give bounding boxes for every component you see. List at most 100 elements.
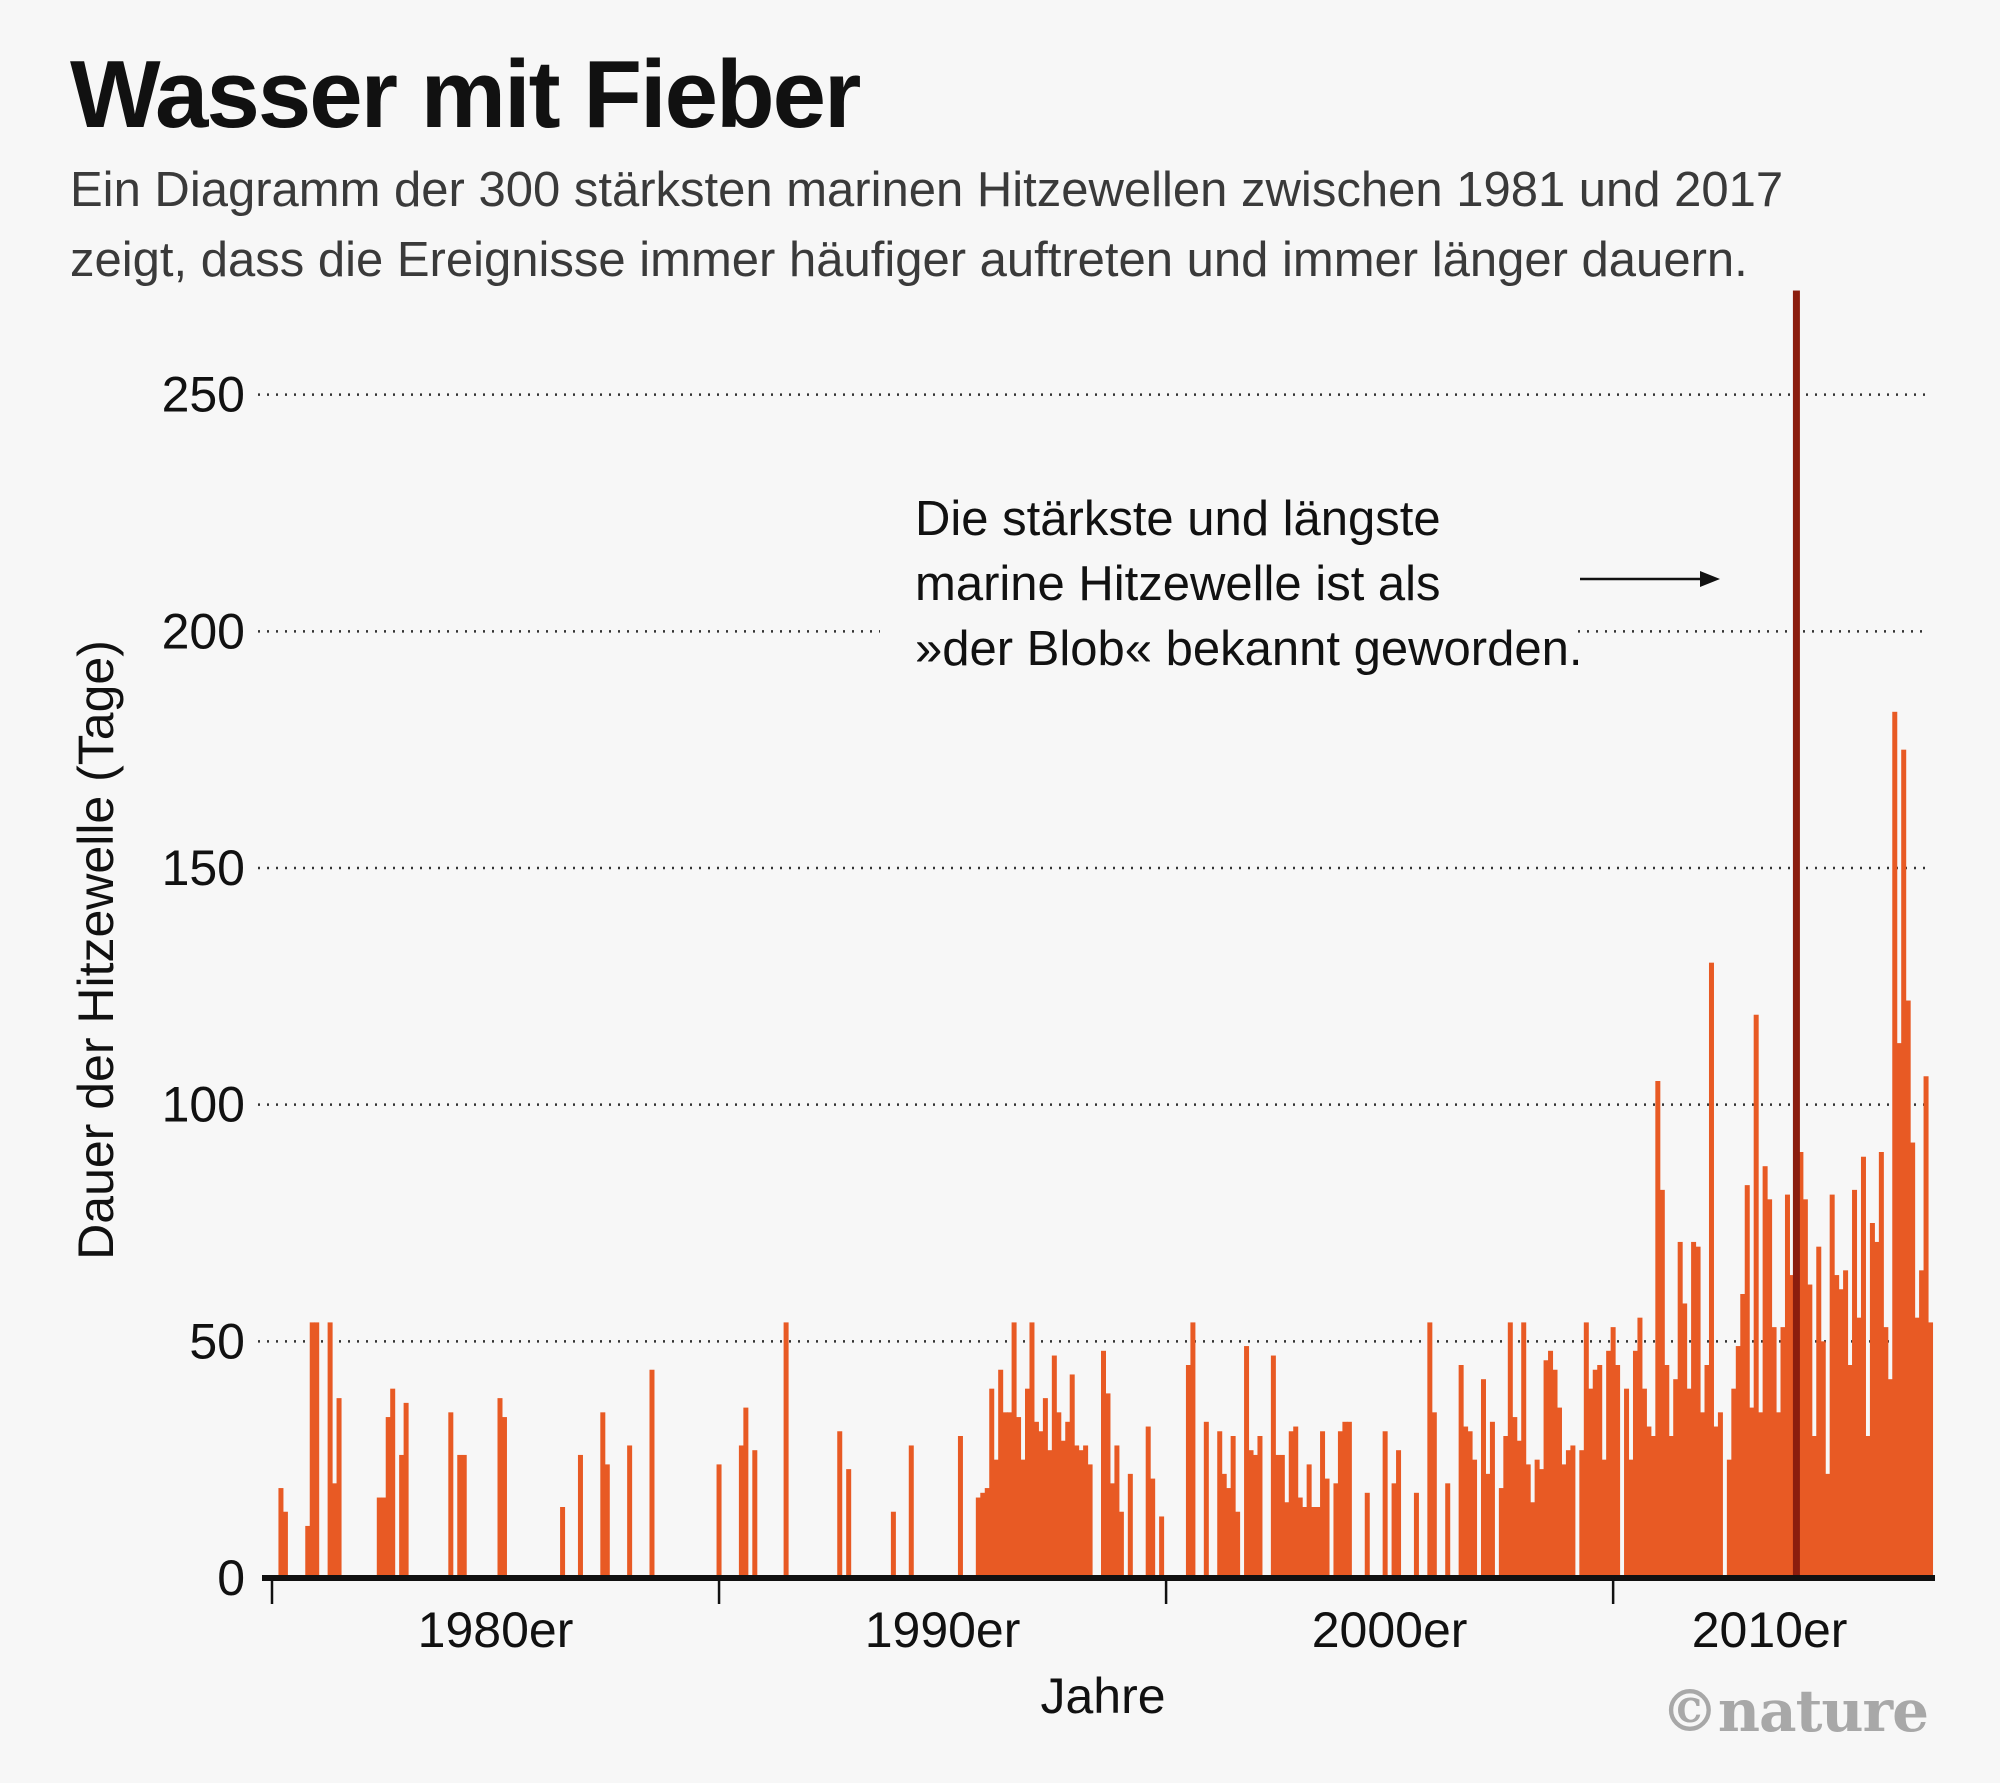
bar [1735,1346,1741,1578]
bar [457,1454,463,1578]
bar [1664,1365,1670,1578]
bar [716,1464,722,1578]
bar [385,1417,391,1578]
bar [604,1464,610,1578]
bar [1910,1142,1916,1578]
bar [1302,1507,1308,1578]
bar [908,1445,914,1578]
bar [1691,1241,1697,1578]
bar [1270,1355,1276,1578]
bar [989,1388,995,1578]
bar [1007,1412,1013,1578]
bar [1610,1327,1616,1578]
bar [1235,1511,1241,1578]
bar [1002,1412,1008,1578]
bar [1217,1431,1223,1578]
bar [403,1402,409,1578]
bar [1087,1464,1093,1578]
bar [1293,1426,1299,1578]
bar [1704,1365,1710,1578]
bar [1311,1507,1317,1578]
bar [1682,1303,1688,1578]
bar [1391,1483,1397,1578]
bar [1472,1459,1478,1578]
bar [1114,1445,1120,1578]
bar [1320,1431,1326,1578]
bar [1901,749,1907,1578]
bar [984,1488,990,1578]
bar [1025,1388,1031,1578]
bar [1530,1502,1536,1578]
bar [752,1450,758,1578]
bar [1570,1445,1576,1578]
bar [1051,1355,1057,1578]
axes: 0 50 100 150 200 250 1980er 1990er 2000er 2010er J… [68,367,1935,1724]
bar [1896,1043,1902,1578]
y-axis-title: Dauer der Hitzewelle (Tage) [68,640,124,1260]
y-tick-label: 150 [162,840,245,896]
bar [1780,1327,1786,1578]
bar [1856,1317,1862,1578]
bar [1159,1516,1165,1578]
bar [1297,1497,1303,1578]
bar [1717,1412,1723,1578]
bar [1789,1275,1795,1578]
bar [1686,1388,1692,1578]
bar [1288,1431,1294,1578]
bar [399,1454,405,1578]
bar [278,1488,284,1578]
bar [1507,1322,1513,1578]
bar [1556,1407,1562,1578]
bar [1284,1502,1290,1578]
bar [1820,1341,1826,1578]
bar [1029,1322,1035,1578]
bar [309,1322,315,1578]
annotation-text-line: »der Blob« bekannt geworden. [915,622,1582,676]
bar [783,1322,789,1578]
bar [1561,1464,1567,1578]
bar [1548,1350,1554,1578]
bar [1919,1270,1925,1578]
bar [1480,1379,1486,1578]
bar [837,1431,843,1578]
y-tick-label: 100 [162,1077,245,1133]
bar [998,1369,1004,1578]
bar [1324,1478,1330,1578]
x-tick-label: 1990er [865,1602,1021,1658]
bar [1762,1166,1768,1578]
bar [846,1469,852,1578]
x-tick-label: 2000er [1312,1602,1468,1658]
bar [1583,1322,1589,1578]
bar [1047,1450,1053,1578]
bar [1145,1426,1151,1578]
bar [1606,1350,1612,1578]
bar [1033,1421,1039,1578]
bar [1659,1189,1665,1578]
y-tick-label: 250 [162,367,245,423]
bar [1878,1152,1884,1578]
bar [1816,1246,1822,1578]
bar [1749,1407,1755,1578]
bar [1740,1294,1746,1578]
bar [577,1454,583,1578]
bar [1516,1440,1522,1578]
bar [1601,1459,1607,1578]
bar [1512,1417,1518,1578]
bar [1811,1436,1817,1578]
bar [1333,1483,1339,1578]
bar [1396,1450,1402,1578]
bar [1413,1492,1419,1578]
bar [1726,1459,1732,1578]
bar [1101,1350,1106,1578]
bar [1069,1374,1075,1578]
bar [1498,1488,1504,1578]
bar [1887,1379,1893,1578]
bar [1364,1492,1370,1578]
bar [1695,1246,1701,1578]
x-axis-title: Jahre [1040,1668,1165,1724]
bar [1011,1322,1017,1578]
bar [1646,1426,1652,1578]
bar [1463,1426,1469,1578]
bar [1458,1365,1464,1578]
